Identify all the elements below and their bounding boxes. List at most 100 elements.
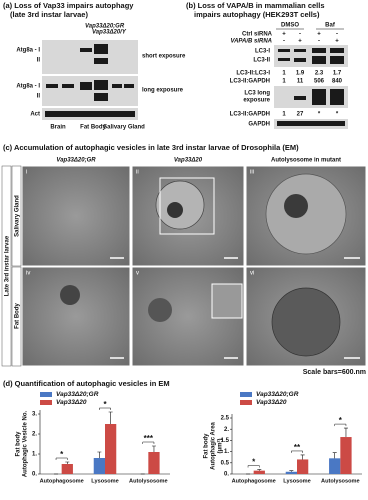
legend-label: Vap33Δ20;GR xyxy=(85,24,125,30)
vesicle xyxy=(148,298,172,322)
vesicle xyxy=(167,202,183,218)
ratio-value: 1.7 xyxy=(333,71,342,77)
legend-swatch xyxy=(40,400,52,405)
significance: *** xyxy=(144,434,154,443)
sign: - xyxy=(299,32,301,38)
significance-bracket xyxy=(55,457,68,460)
ratio-value: 1.9 xyxy=(296,71,305,77)
band xyxy=(312,48,326,53)
label-box xyxy=(11,165,22,267)
x-tick-label: Autophagosome xyxy=(232,478,276,484)
bar xyxy=(253,470,265,474)
bar xyxy=(329,458,341,474)
error-bar xyxy=(108,411,113,424)
panel-subtitle: impairs autophagy (HEK293T cells) xyxy=(194,10,320,19)
band xyxy=(94,44,108,54)
ratio-value: * xyxy=(318,112,321,118)
band xyxy=(278,58,290,61)
x-tick-label: Autolysosome xyxy=(321,478,360,484)
band xyxy=(62,84,74,88)
row-label: Atg8a - I xyxy=(16,48,40,54)
error-bar xyxy=(343,427,348,438)
vesicle xyxy=(284,194,308,218)
inset-box xyxy=(159,177,215,235)
band xyxy=(124,84,134,88)
significance: * xyxy=(252,458,256,467)
column-header: Vap33Δ20 xyxy=(174,158,203,164)
vesicle xyxy=(265,173,347,255)
y-axis-label: Fat body xyxy=(16,431,22,457)
y-tick-label: 1. xyxy=(224,449,229,455)
tissue-label: Salivary Gland xyxy=(103,125,145,131)
band xyxy=(112,84,122,88)
column-header: Autolysosome in mutant xyxy=(271,158,341,164)
sign: + xyxy=(335,39,339,45)
row-label: II xyxy=(37,58,41,64)
band-label: exposure xyxy=(243,98,270,104)
image-label: i xyxy=(26,170,27,176)
ratio-value: 1 xyxy=(282,71,286,77)
error-bar xyxy=(289,470,294,472)
band xyxy=(294,49,306,52)
ratio-value: 506 xyxy=(314,79,325,85)
ratio-value: 27 xyxy=(297,112,304,118)
image-label: iii xyxy=(250,170,254,176)
legend-label: Vap33Δ20;GR xyxy=(256,391,299,398)
error-bar xyxy=(97,451,102,458)
condition-label: VAPA/B siRNA xyxy=(231,39,272,45)
row-label: Salivary Gland xyxy=(15,195,21,237)
y-tick-label: 0.5 xyxy=(221,460,230,466)
band xyxy=(330,48,344,53)
sign: - xyxy=(283,39,285,45)
row-label: Act xyxy=(30,112,40,118)
sign: + xyxy=(282,32,286,38)
band-label: GAPDH xyxy=(248,122,270,128)
significance-bracket xyxy=(99,407,111,410)
band xyxy=(45,111,135,117)
band xyxy=(330,89,344,105)
image-label: iv xyxy=(26,271,30,277)
y-tick-label: 0. xyxy=(32,472,37,478)
legend-swatch xyxy=(240,392,252,397)
panel-title: (a) Loss of Vap33 impairs autophagy xyxy=(3,1,134,10)
bar xyxy=(148,452,160,474)
band-label: LC3-II xyxy=(253,58,270,64)
vesicle xyxy=(60,285,80,305)
x-tick-label: Lysosome xyxy=(91,478,118,484)
significance: ** xyxy=(294,443,301,452)
band xyxy=(94,58,108,64)
blot-frame xyxy=(274,45,348,67)
error-bar xyxy=(332,452,337,459)
band xyxy=(312,56,326,64)
legend-label: Vap33Δ20 xyxy=(56,399,87,406)
band-label: LC3-I xyxy=(255,49,270,55)
label-box xyxy=(1,165,12,367)
y-axis-label: Autophagic Vesicle No. xyxy=(23,410,29,477)
vesicle xyxy=(271,287,341,357)
significance: * xyxy=(103,400,107,409)
ratio-value: 11 xyxy=(297,79,304,85)
row-label: II xyxy=(37,94,41,100)
image-label: v xyxy=(136,271,139,277)
x-tick-label: Autophagosome xyxy=(40,478,84,484)
y-tick-label: 2. xyxy=(224,427,229,433)
legend-label: Vap33Δ20;GR xyxy=(56,391,99,398)
image-label: vi xyxy=(250,271,254,277)
band xyxy=(277,121,345,126)
significance-bracket xyxy=(334,423,347,427)
y-tick-label: 2. xyxy=(32,432,37,438)
side-label: Late 3rd instar larvae xyxy=(5,235,11,296)
row-label: Fat Body xyxy=(15,303,21,329)
error-bar xyxy=(151,445,156,452)
band xyxy=(330,56,344,64)
band xyxy=(94,80,108,90)
treatment-label: Baf xyxy=(325,23,336,29)
band xyxy=(278,49,290,52)
bar xyxy=(93,458,105,474)
legend-label: Vap33Δ20 xyxy=(256,399,287,406)
em-image xyxy=(21,266,131,367)
significance: * xyxy=(339,416,343,425)
legend-label: Vap33Δ20/Y xyxy=(92,30,127,36)
sign: - xyxy=(318,39,320,45)
em-images xyxy=(21,165,367,367)
